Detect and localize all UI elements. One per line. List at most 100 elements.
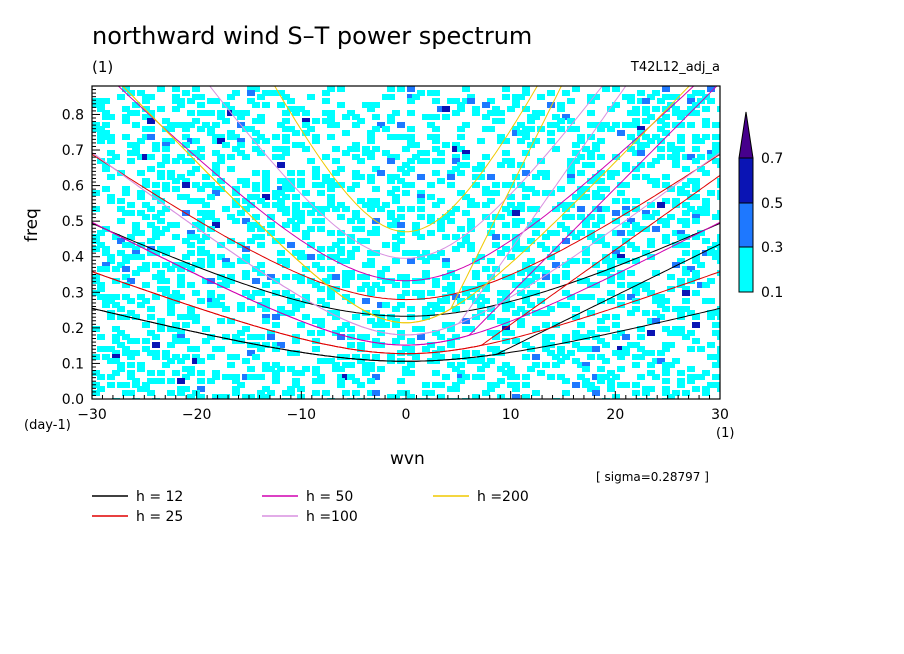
power-cell xyxy=(92,98,100,104)
colorbar-box xyxy=(738,246,754,293)
power-cell xyxy=(282,150,290,156)
power-cell xyxy=(612,102,620,108)
power-cell xyxy=(357,286,365,292)
power-cell xyxy=(702,370,710,376)
power-cell xyxy=(447,326,455,332)
power-cell xyxy=(452,234,460,240)
power-cell xyxy=(327,194,335,200)
power-cell xyxy=(422,306,430,312)
power-cell xyxy=(537,266,545,272)
power-cell xyxy=(287,186,295,192)
power-cell xyxy=(647,330,655,336)
power-cell xyxy=(717,210,720,216)
power-cell xyxy=(427,390,435,396)
power-cell xyxy=(497,250,505,256)
power-cell xyxy=(187,346,195,352)
power-cell xyxy=(407,346,415,352)
power-cell xyxy=(347,270,355,276)
power-cell xyxy=(142,266,150,272)
power-cell xyxy=(212,370,220,376)
power-cell xyxy=(427,230,435,236)
power-cell xyxy=(197,258,205,264)
power-cell xyxy=(407,314,415,320)
power-cell xyxy=(432,330,440,336)
power-cell xyxy=(707,298,715,304)
power-cell xyxy=(402,182,410,188)
power-cell xyxy=(462,350,470,356)
power-cell xyxy=(247,194,255,200)
power-cell xyxy=(417,206,425,212)
power-cell xyxy=(142,322,150,328)
power-cell xyxy=(632,174,640,180)
power-cell xyxy=(422,114,430,120)
power-cell xyxy=(602,242,610,248)
power-cell xyxy=(587,294,595,300)
power-cell xyxy=(102,162,110,168)
power-cell xyxy=(507,182,515,188)
power-cell xyxy=(262,366,270,372)
power-cell xyxy=(197,246,205,252)
power-cell xyxy=(347,110,355,116)
power-cell xyxy=(452,246,460,252)
power-cell xyxy=(627,270,635,276)
power-cell xyxy=(247,226,255,232)
power-cell xyxy=(407,98,415,104)
power-cell xyxy=(482,362,490,368)
power-cell xyxy=(167,126,175,132)
power-cell xyxy=(692,338,700,344)
power-cell xyxy=(462,326,470,332)
power-cell xyxy=(492,110,500,116)
power-cell xyxy=(422,158,430,164)
power-cell xyxy=(272,346,280,352)
power-cell xyxy=(307,94,315,100)
power-cell xyxy=(577,230,585,236)
curve-ig-200-0 xyxy=(274,86,538,233)
power-cell xyxy=(592,262,600,268)
power-cell xyxy=(392,258,400,264)
power-cell xyxy=(572,358,580,364)
power-cell xyxy=(282,194,290,200)
power-cell xyxy=(687,122,695,128)
power-cell xyxy=(162,290,170,296)
power-cell xyxy=(652,318,660,324)
power-cell xyxy=(112,354,120,360)
power-cell xyxy=(682,210,690,216)
power-cell xyxy=(462,210,470,216)
power-cell xyxy=(587,134,595,140)
power-cell xyxy=(437,394,445,399)
power-cell xyxy=(262,302,270,308)
power-cell xyxy=(412,222,420,228)
curve-kelvin-50 xyxy=(92,86,718,346)
power-cell xyxy=(402,162,410,168)
power-cell xyxy=(282,134,290,140)
power-cell xyxy=(667,154,675,160)
power-cell xyxy=(242,218,250,224)
power-cell xyxy=(317,374,325,380)
power-cell xyxy=(97,158,105,164)
power-cell xyxy=(127,362,135,368)
power-cell xyxy=(597,318,605,324)
power-cell xyxy=(667,186,675,192)
power-cell xyxy=(102,110,110,116)
power-cell xyxy=(492,190,500,196)
power-cell xyxy=(667,146,675,152)
power-cell xyxy=(642,174,650,180)
power-cell xyxy=(112,358,120,364)
power-cell xyxy=(582,294,590,300)
power-cell xyxy=(427,218,435,224)
power-cell xyxy=(202,110,210,116)
power-cell xyxy=(712,310,720,316)
power-cell xyxy=(647,138,655,144)
power-cell xyxy=(297,322,305,328)
power-cell xyxy=(262,394,270,399)
power-cell xyxy=(137,190,145,196)
power-cell xyxy=(347,334,355,340)
power-cell xyxy=(457,170,465,176)
power-cell xyxy=(632,306,640,312)
power-cell xyxy=(317,286,325,292)
power-cell xyxy=(362,310,370,316)
power-cell xyxy=(322,358,330,364)
power-cell xyxy=(687,94,695,100)
power-cell xyxy=(627,342,635,348)
power-cell xyxy=(177,154,185,160)
